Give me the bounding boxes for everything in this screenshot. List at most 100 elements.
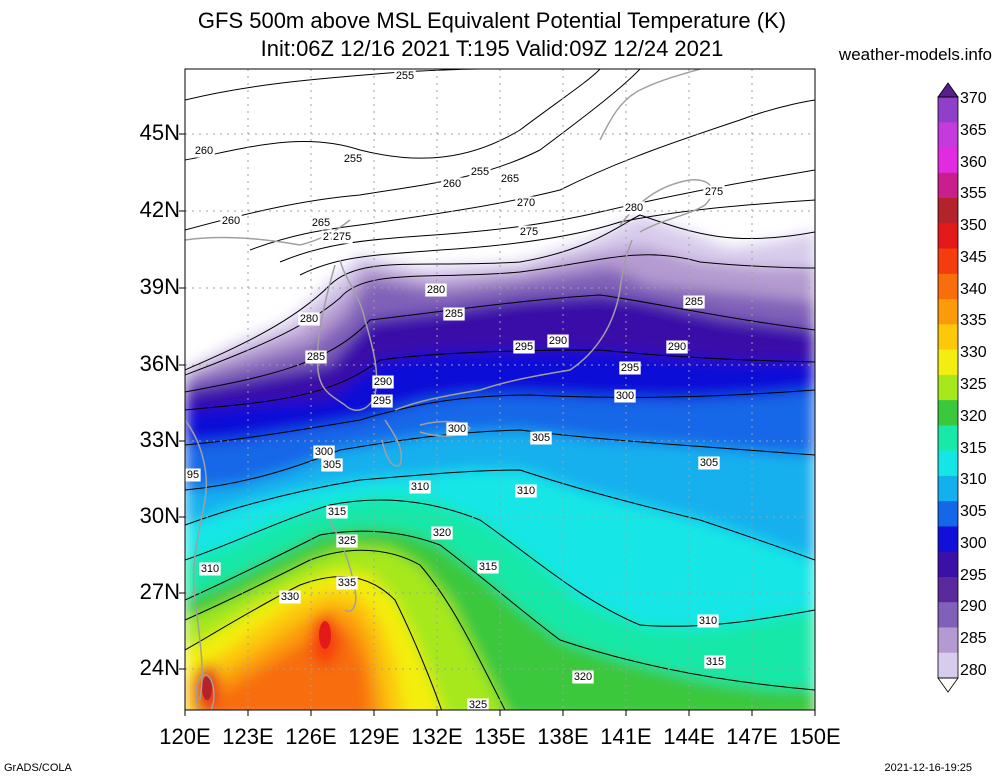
colorbar-label: 325 [960,376,987,393]
contour-label: 285 [685,296,703,308]
colorbar-swatch [938,198,958,224]
lon-label-123e: 123E [222,724,274,749]
colorbar-max-arrow [937,82,959,98]
contour-label: 305 [323,459,341,471]
contour-label: 255 [344,153,362,165]
contour-label: 320 [433,527,451,539]
contour-label: 260 [195,145,213,157]
contour-label: 330 [281,591,299,603]
colorbar-label: 305 [960,503,987,521]
colorbar-label: 285 [960,630,987,648]
colorbar-label: 355 [960,185,987,203]
contour-label: 320 [574,671,592,683]
contour-label: 280 [427,284,445,296]
contour-label: 270 [517,197,535,209]
lon-label-138e: 138E [537,724,589,749]
colorbar-label: 350 [960,217,987,235]
colorbar-label: 335 [960,312,987,330]
contour-label: 95 [187,469,199,481]
contour-label: 255 [471,166,489,178]
colorbar-label: 295 [960,566,987,584]
lon-label-132e: 132E [411,724,463,749]
colorbar-swatch [938,248,958,275]
contour-label: 280 [625,202,643,214]
contour-label: 280 [300,313,318,325]
colorbar-label: 340 [960,280,987,298]
contour-label: 275 [520,226,538,238]
colorbar-label: 315 [960,439,987,457]
contour-label: 315 [479,561,497,573]
coast-honshu [394,239,633,411]
lat-label-42n: 42N [139,197,180,222]
colorbar-swatch [938,97,958,123]
lat-label-27n: 27N [139,579,180,604]
colorbar-swatch [938,551,958,578]
coast-shikoku [419,420,472,437]
chart-subtitle: Init:06Z 12/16 2021 T:195 Valid:09Z 12/2… [260,36,724,61]
lat-label-45n: 45N [139,120,180,145]
lat-label-36n: 36N [139,351,180,376]
lon-label-135e: 135E [474,724,526,749]
lat-label-39n: 39N [139,274,180,299]
contour-label: 285 [445,308,463,320]
contour-label: 290 [549,335,567,347]
colorbar-label: 280 [960,662,987,679]
colorbar [937,82,959,693]
contour-label: 300 [616,390,634,402]
coast-korea [316,259,378,411]
lat-label-33n: 33N [139,427,180,452]
colorbar-label: 290 [960,598,987,616]
colorbar-label: 330 [960,344,987,362]
lon-label-150e: 150E [789,724,841,749]
colorbar-swatch [938,299,958,325]
lon-label-144e: 144E [663,724,715,749]
contour-label: 315 [706,656,724,668]
colorbar-label: 370 [960,90,987,107]
contour-label: 300 [315,446,333,458]
contour-label: 275 [333,231,351,243]
colorbar-label: 345 [960,248,987,266]
colorbar-swatch [938,425,958,452]
contour-label: 260 [222,215,240,227]
coast-sakhalin [599,69,701,141]
colorbar-swatch [938,576,958,603]
contour-label: 260 [443,178,461,190]
coast-hokkaido [619,179,713,233]
contour-label: 290 [668,341,686,353]
contour-label: 305 [532,432,550,444]
footer-credit: GrADS/COLA [4,762,72,774]
colorbar-swatch [938,273,958,300]
colorbar-swatch [938,400,958,426]
contour-label: 265 [312,217,330,229]
colorbar-min-arrow [937,677,959,693]
colorbar-swatch [938,374,958,401]
colorbar-swatch [938,652,958,679]
colorbar-label: 300 [960,534,987,552]
contour-label: 255 [396,70,414,82]
contour-label: 275 [705,186,723,198]
colorbar-swatch [938,172,958,199]
contour-label: 295 [621,362,639,374]
contour-label: 310 [411,481,429,493]
contour-label: 310 [517,485,535,497]
colorbar-swatch [938,223,958,250]
colorbar-swatch [938,349,958,376]
contour-label: 295 [373,395,391,407]
colorbar-label: 310 [960,471,987,489]
lon-label-126e: 126E [285,724,337,749]
colorbar-swatch [938,627,958,654]
contour-label: 325 [338,535,356,547]
lon-label-141e: 141E [600,724,652,749]
colorbar-swatch [938,147,958,174]
coast-kyushu [381,419,402,467]
contour-label: 300 [448,423,466,435]
contour-label: 295 [515,341,533,353]
colorbar-swatch [938,501,958,528]
colorbar-label: 320 [960,407,987,425]
contour-label: 310 [201,563,219,575]
lat-label-30n: 30N [139,503,180,528]
coast-china [185,419,208,701]
contour-label: 315 [328,506,346,518]
contour-label: 310 [699,615,717,627]
